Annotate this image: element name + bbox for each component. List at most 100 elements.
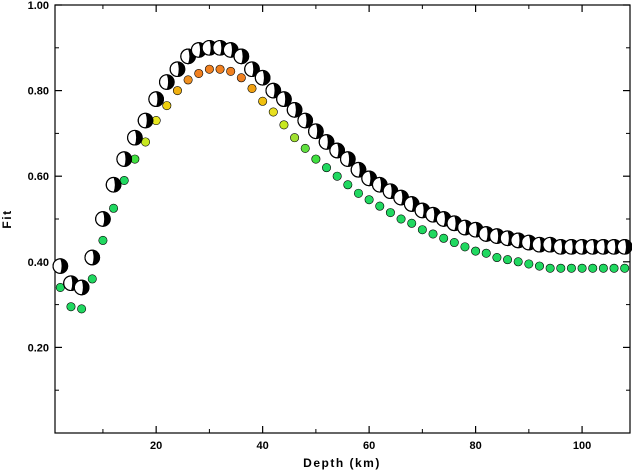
mechanism-rim — [105, 176, 122, 193]
fit-point — [258, 96, 268, 106]
mechanism-point — [105, 176, 122, 193]
mechanism-point — [339, 151, 356, 167]
fit-point — [98, 235, 108, 245]
mechanism-point — [52, 258, 69, 274]
fit-point — [417, 225, 427, 235]
mechanism-rim — [318, 134, 335, 150]
mechanism-lobe — [305, 113, 313, 128]
mechanism-point — [414, 202, 431, 219]
fit-point — [204, 64, 214, 74]
y-axis-ticks: 0.20 0.40 0.60 0.80 1.00 — [28, 0, 630, 391]
y-tick-label: 1.00 — [28, 0, 49, 12]
x-tick-label: 80 — [469, 440, 481, 452]
mechanism-lobe — [81, 280, 89, 295]
mechanism-rim — [254, 69, 271, 86]
mechanism-point — [116, 151, 133, 167]
mechanism-lobe — [241, 49, 249, 64]
fit-point — [439, 233, 449, 243]
fit-point — [503, 255, 513, 265]
mechanism-rim — [127, 129, 143, 146]
fit-point — [343, 180, 353, 190]
fit-point — [524, 259, 534, 269]
fit-point — [183, 75, 193, 85]
fit-point — [215, 64, 225, 74]
fit-point — [566, 263, 576, 273]
plot-frame — [54, 4, 631, 434]
y-tick-label: 0.60 — [28, 171, 49, 183]
mechanism-rim — [116, 151, 133, 167]
fit-point — [322, 163, 332, 173]
fit-point — [66, 302, 76, 312]
fit-point — [577, 263, 587, 273]
mechanism-point — [276, 91, 292, 108]
fit-point — [268, 107, 278, 117]
x-tick-label: 100 — [573, 440, 591, 452]
x-axis-title: Depth (km) — [303, 456, 381, 470]
fit-point — [598, 263, 608, 273]
mechanism-point — [254, 69, 271, 86]
mechanism-point — [616, 238, 632, 255]
mechanism-lobe — [92, 250, 100, 265]
fit-point — [609, 263, 619, 273]
mechanism-rim — [329, 142, 346, 159]
mechanism-point — [329, 142, 346, 159]
mechanism-rim — [233, 48, 250, 65]
mechanism-lobe — [60, 258, 68, 274]
mechanism-rim — [73, 279, 90, 296]
fit-point — [620, 263, 630, 273]
fit-point — [556, 263, 566, 273]
mechanism-lobe — [283, 91, 292, 107]
mechanism-point — [308, 123, 324, 140]
fit-point — [332, 171, 342, 181]
fit-point — [471, 246, 481, 256]
mechanism-rim — [148, 91, 165, 108]
mechanism-rim — [339, 151, 356, 167]
mechanism-lobe — [113, 177, 121, 193]
mechanism-rim — [169, 61, 186, 78]
mechanism-point — [148, 91, 165, 108]
mechanism-lobe — [145, 113, 153, 128]
mechanism-rim — [158, 74, 175, 90]
y-tick-label: 0.40 — [28, 257, 49, 269]
mechanism-lobe — [624, 239, 632, 255]
fit-point — [77, 304, 87, 314]
mechanism-point — [95, 211, 111, 227]
x-tick-label: 60 — [363, 440, 375, 452]
mechanism-point — [244, 61, 260, 78]
y-tick-label: 0.20 — [28, 342, 49, 354]
mechanism-rim — [265, 82, 282, 99]
mechanism-rim — [84, 249, 101, 266]
fit-point — [545, 263, 555, 273]
fit-point — [162, 101, 172, 111]
mechanism-rim — [350, 161, 367, 178]
mechanism-rim — [308, 123, 324, 140]
fit-point — [481, 248, 491, 258]
x-tick-label: 40 — [257, 440, 269, 452]
mechanism-point — [127, 129, 143, 146]
fit-point — [236, 73, 246, 83]
fit-point — [300, 143, 310, 153]
fit-point — [290, 133, 300, 143]
fit-point — [364, 195, 374, 205]
fit-point — [588, 263, 598, 273]
mechanism-lobe — [315, 123, 324, 139]
fit-point — [513, 257, 523, 267]
mechanism-rim — [137, 112, 154, 129]
mechanism-rim — [276, 91, 292, 108]
x-tick-label: 20 — [150, 440, 162, 452]
mechanism-lobe — [124, 151, 132, 167]
fit-point — [385, 208, 395, 218]
chart-marks — [52, 39, 632, 314]
mechanism-rim — [52, 258, 69, 274]
mechanism-point — [265, 82, 282, 99]
mechanism-point — [169, 61, 186, 78]
mechanism-lobe — [262, 70, 270, 86]
mechanism-point — [286, 102, 303, 118]
fit-point — [226, 66, 236, 76]
fit-point — [247, 83, 257, 93]
y-tick-label: 0.80 — [28, 86, 49, 98]
fit-point — [172, 86, 182, 96]
mechanism-lobe — [102, 211, 111, 227]
fit-point — [396, 214, 406, 224]
